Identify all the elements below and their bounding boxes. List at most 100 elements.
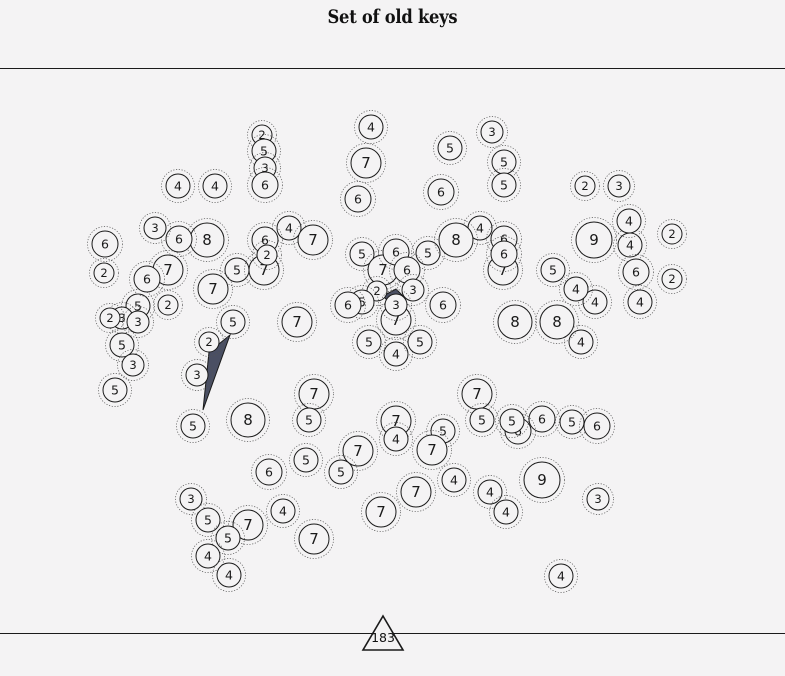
key-node-circle	[622, 258, 650, 286]
key-node-label: 7	[378, 261, 388, 279]
key-node-circle	[198, 331, 220, 353]
key-node: 3	[181, 359, 213, 391]
key-node-circle	[197, 273, 229, 305]
key-node-circle	[133, 265, 161, 293]
key-node-label: 4	[285, 221, 293, 236]
key-node-halo	[294, 374, 334, 414]
key-node-circle	[297, 224, 329, 256]
key-node-label: 6	[261, 178, 269, 193]
key-node: 5	[536, 253, 570, 287]
key-node-circle	[661, 268, 683, 290]
key-node-circle	[563, 276, 589, 302]
key-node: 4	[354, 110, 388, 144]
key-node-halo	[489, 495, 523, 529]
key-node: 7	[228, 505, 268, 545]
key-node-label: 4	[557, 569, 565, 584]
key-node-label: 7	[259, 261, 269, 279]
key-node: 6	[251, 454, 287, 490]
key-node: 8	[226, 398, 270, 442]
key-node-circle	[499, 408, 525, 434]
key-node-label: 4	[572, 282, 580, 297]
key-node-circle	[539, 304, 575, 340]
key-node: 4	[161, 169, 195, 203]
key-node: 6	[389, 252, 425, 288]
key-node-halo	[486, 221, 522, 257]
key-node-circle	[438, 222, 474, 258]
key-node-halo	[345, 237, 379, 271]
key-node-halo	[338, 431, 378, 471]
key-node-circle	[528, 405, 556, 433]
key-node-halo	[244, 250, 284, 290]
key-node-halo	[397, 274, 429, 306]
key-node-halo	[292, 403, 326, 437]
key-node-halo	[379, 422, 413, 456]
key-node-label: 2	[258, 128, 265, 142]
key-node: 3	[117, 349, 149, 381]
key-node-label: 4	[476, 221, 484, 236]
key-node-label: 7	[353, 442, 363, 460]
key-node-label: 8	[243, 411, 253, 429]
key-node-halo	[657, 264, 687, 294]
key-node-label: 6	[354, 192, 362, 207]
key-node-label: 6	[265, 465, 273, 480]
key-node-label: 5	[229, 315, 237, 330]
key-node: 4	[198, 169, 232, 203]
key-node-halo	[247, 222, 283, 258]
key-node: 6	[618, 254, 654, 290]
key-node: 5	[495, 404, 529, 438]
key-node-label: 7	[391, 311, 401, 329]
page-number-triangle	[361, 614, 405, 651]
key-node-label: 8	[510, 313, 520, 331]
key-node-label: 7	[208, 280, 218, 298]
key-node-circle	[121, 353, 145, 377]
key-node-halo	[228, 505, 268, 545]
key-node: 7	[361, 492, 401, 532]
key-node-label: 7	[243, 516, 253, 534]
key-node-halo	[437, 463, 471, 497]
key-node-halo	[249, 152, 281, 184]
key-node-circle	[469, 407, 495, 433]
key-node-label: 2	[581, 179, 588, 193]
key-node-halo	[294, 519, 334, 559]
key-node-label: 7	[427, 441, 437, 459]
key-node-label: 7	[309, 385, 319, 403]
key-node-label: 7	[308, 231, 318, 249]
key-node-label: 6	[101, 237, 109, 252]
key-node-halo	[396, 472, 436, 512]
key-node: 4	[473, 475, 507, 509]
key-node: 5	[105, 328, 139, 362]
key-node: 6	[423, 174, 459, 210]
key-node-label: 4	[174, 179, 182, 194]
key-node: 7	[294, 519, 334, 559]
key-node-circle	[179, 487, 203, 511]
key-node: 6	[425, 287, 461, 323]
key-node-label: 4	[577, 335, 585, 350]
key-node-label: 4	[392, 432, 400, 447]
key-node-label: 4	[625, 214, 633, 229]
key-node-halo	[483, 250, 523, 290]
key-node-circle	[157, 294, 179, 316]
key-node-circle	[255, 458, 283, 486]
key-node-circle	[415, 240, 441, 266]
key-node-halo	[379, 337, 413, 371]
key-node-circle	[437, 135, 463, 161]
key-node-circle	[383, 426, 409, 452]
key-node-label: 4	[204, 549, 212, 564]
key-node-halo	[457, 374, 497, 414]
key-node-halo	[493, 300, 537, 344]
key-node-halo	[433, 131, 467, 165]
key-node-label: 7	[292, 313, 302, 331]
key-node-halo	[524, 401, 560, 437]
key-node-halo	[87, 226, 123, 262]
key-node-circle	[220, 309, 246, 335]
key-node-label: 5	[189, 419, 197, 434]
key-node-label: 3	[261, 161, 268, 175]
key-node-label: 7	[498, 261, 508, 279]
key-node-label: 3	[615, 179, 622, 193]
key-node-label: 6	[344, 298, 352, 313]
key-node-circle	[195, 507, 221, 533]
key-node-halo	[582, 483, 614, 515]
key-node-circle	[356, 329, 382, 355]
key-node-circle	[559, 409, 585, 435]
key-node-circle	[296, 407, 322, 433]
